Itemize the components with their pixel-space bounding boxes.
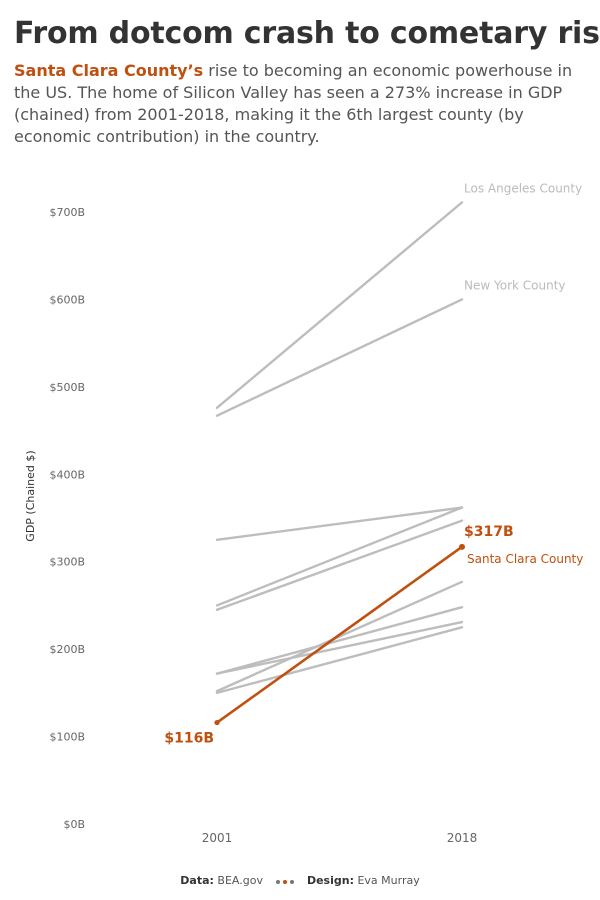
y-tick-label: $200B — [49, 643, 85, 656]
series-label-santa-clara: Santa Clara County — [467, 552, 583, 566]
footer-design-label: Design: — [307, 874, 354, 887]
footer-dot — [276, 880, 280, 884]
series-line — [217, 508, 462, 606]
footer-dot — [283, 880, 287, 884]
footer-dots-separator — [274, 875, 295, 888]
series-line-santa-clara — [217, 547, 462, 723]
y-tick-label: $100B — [49, 731, 85, 744]
data-point-2018 — [459, 544, 465, 550]
x-tick-label: 2001 — [202, 831, 233, 845]
series-line — [217, 622, 462, 674]
x-tick-label: 2018 — [447, 831, 478, 845]
y-tick-label: $500B — [49, 381, 85, 394]
value-label-2001: $116B — [164, 731, 214, 747]
series-label: Los Angeles County — [464, 181, 582, 195]
y-tick-label: $400B — [49, 468, 85, 481]
slope-chart: $0B $100B $200B $300B $400B $500B $600B $700B GD… — [0, 0, 600, 860]
value-label-2018: $317B — [464, 524, 514, 540]
data-point-2001 — [214, 720, 219, 725]
y-tick-label: $300B — [49, 556, 85, 569]
series-label: New York County — [464, 278, 566, 292]
footer-credits: Data: BEA.gov Design: Eva Murray — [0, 874, 600, 888]
footer-designer: Eva Murray — [357, 874, 419, 887]
y-axis-label: GDP (Chained $) — [24, 450, 37, 541]
footer-dot — [290, 880, 294, 884]
y-tick-label: $700B — [49, 206, 85, 219]
series-line — [217, 299, 462, 415]
series-line — [217, 202, 462, 407]
series-line — [217, 607, 462, 673]
footer-data-source: BEA.gov — [217, 874, 263, 887]
y-tick-label: $600B — [49, 293, 85, 306]
y-tick-label: $0B — [63, 818, 85, 831]
footer-data-label: Data: — [180, 874, 214, 887]
